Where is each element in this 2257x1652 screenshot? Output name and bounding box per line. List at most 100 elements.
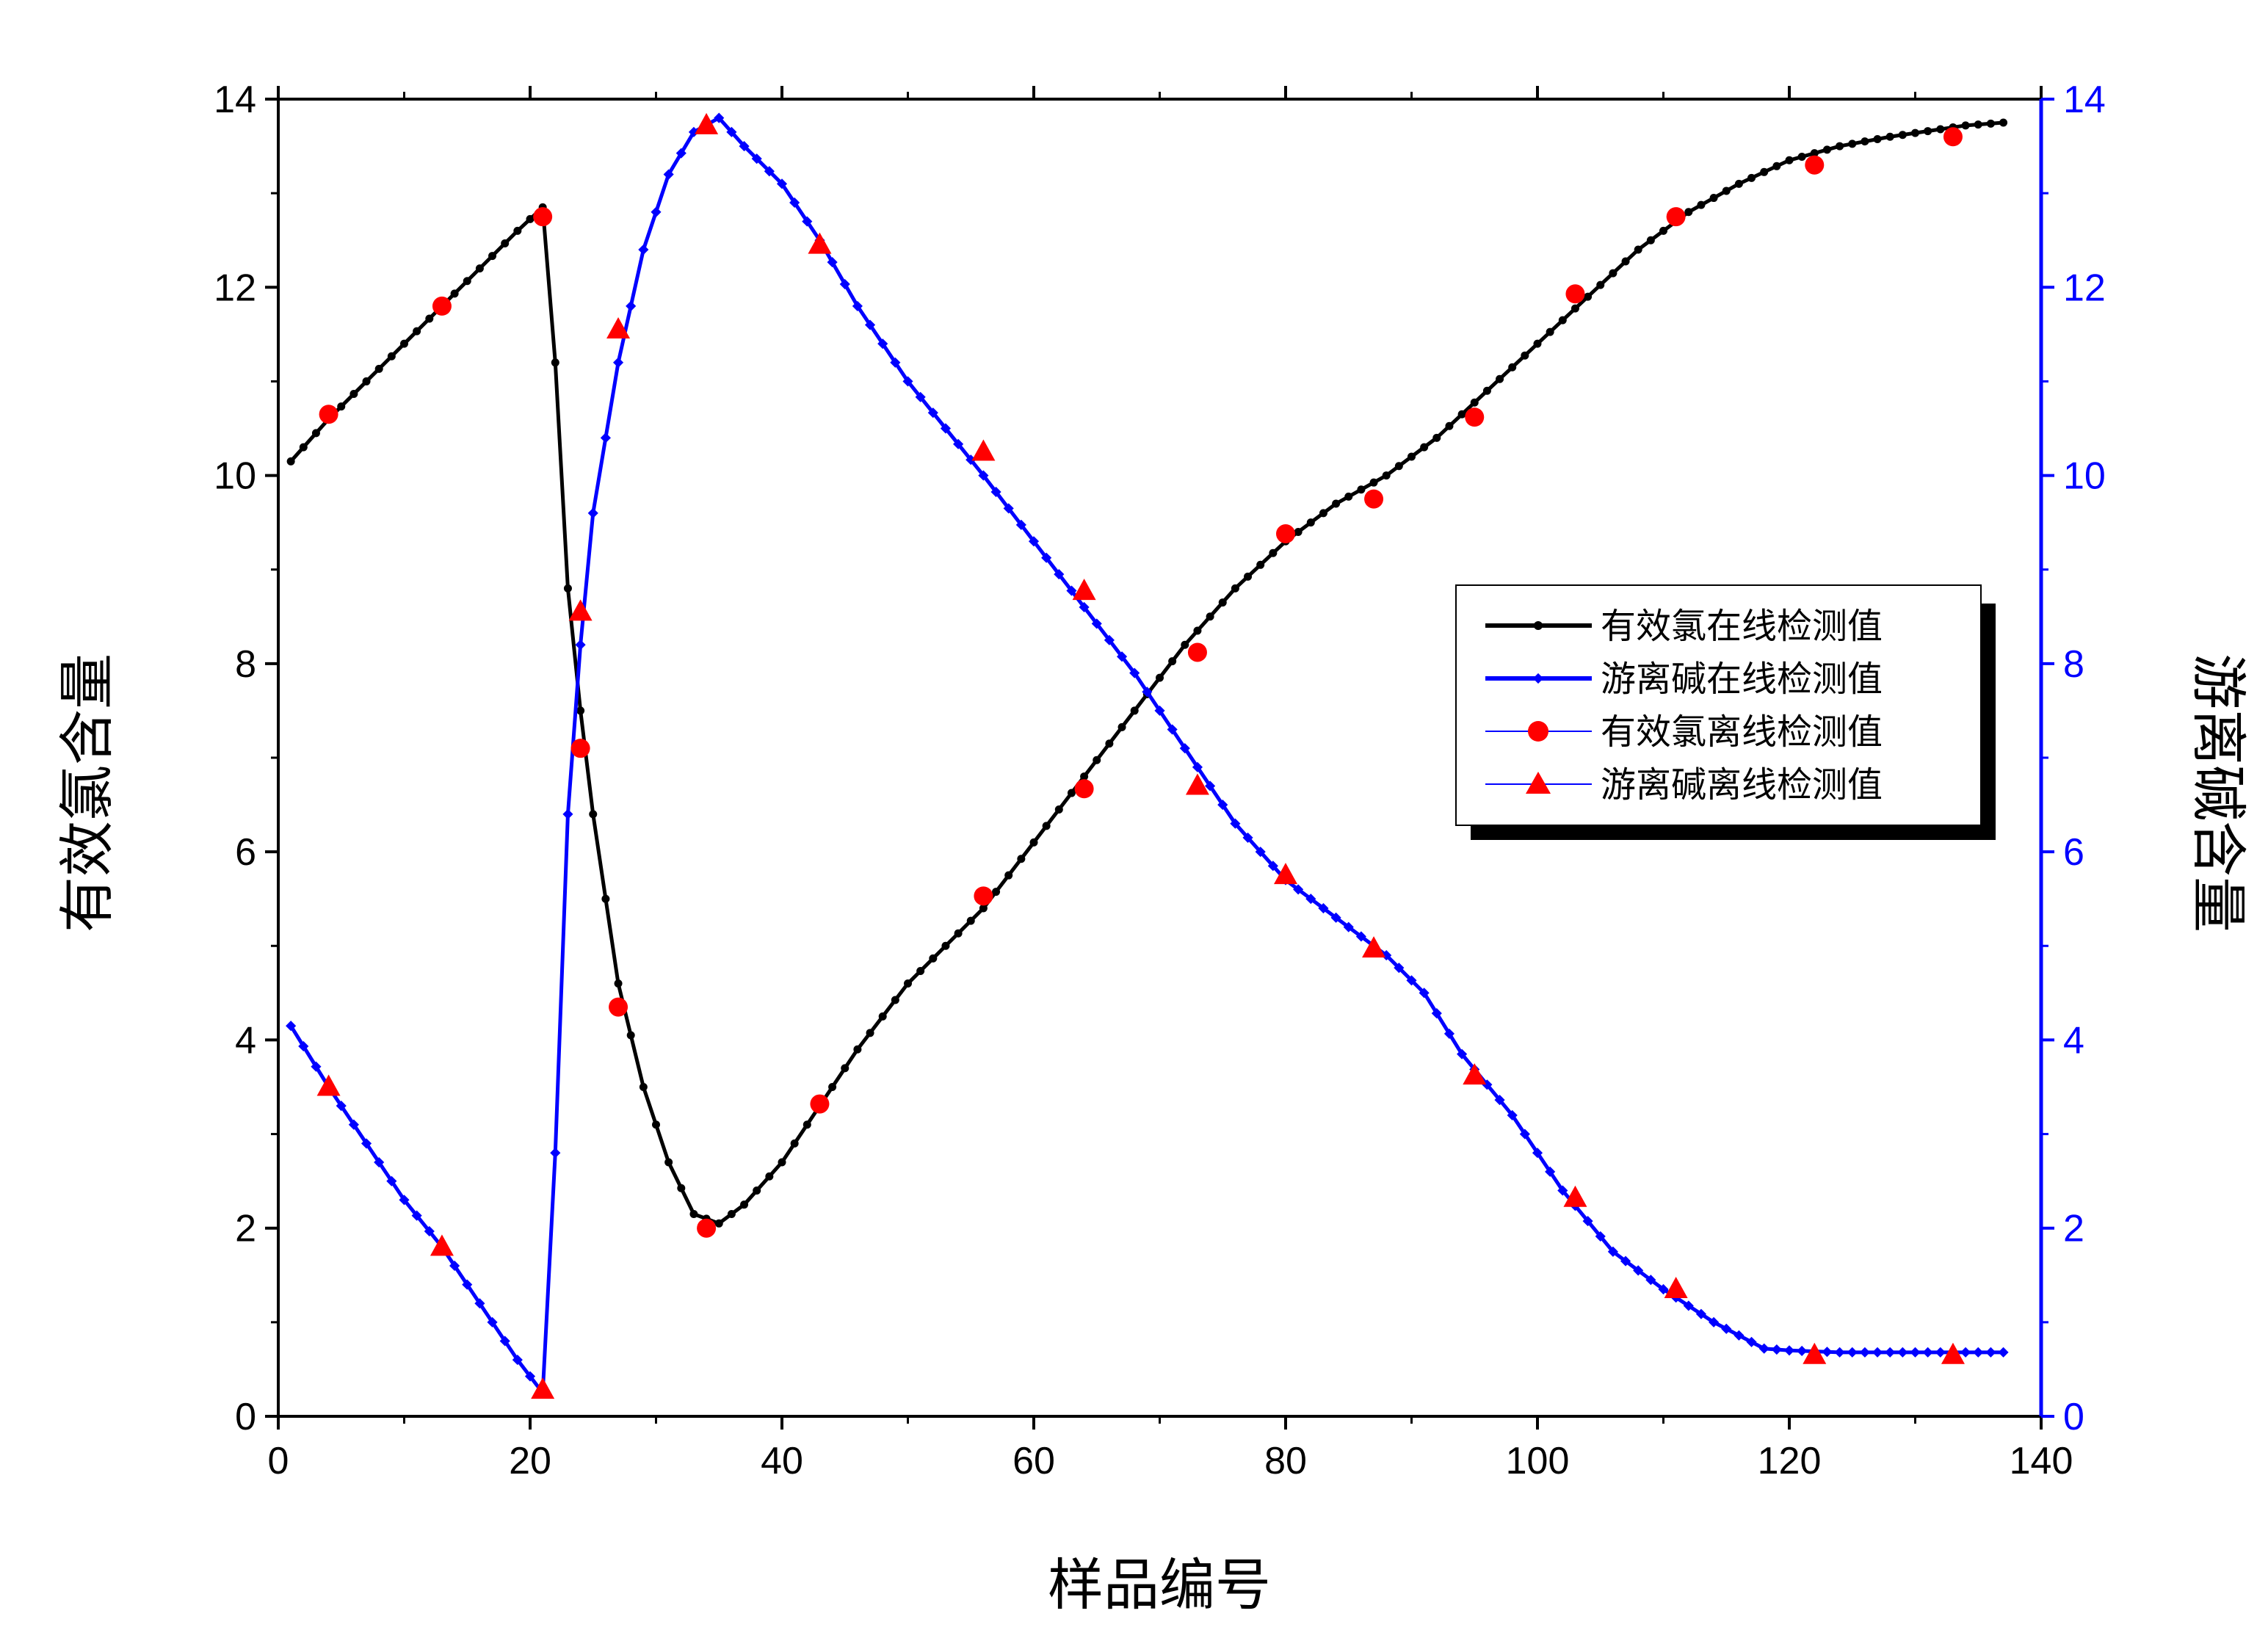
series-point	[362, 377, 371, 385]
series-point	[1659, 226, 1667, 235]
series-point	[979, 904, 988, 913]
series-point	[1255, 847, 1266, 858]
left-axis-title: 有效氯含量	[54, 653, 120, 932]
series-point	[348, 1119, 359, 1130]
series-point	[802, 216, 813, 227]
legend-item-alkali-offline: 游离碱离线检测值	[1485, 764, 1883, 805]
offline-point	[1664, 1277, 1688, 1299]
right-tick-label: 6	[2063, 831, 2084, 874]
series-point	[789, 197, 800, 209]
series-point	[966, 916, 975, 925]
series-point	[1546, 327, 1554, 336]
series-point	[1709, 194, 1718, 203]
series-point	[740, 1200, 749, 1209]
series-point	[286, 1021, 297, 1032]
series-point	[1017, 855, 1026, 863]
series-point	[1332, 499, 1341, 508]
offline-point	[1072, 579, 1096, 601]
series-point	[1004, 871, 1013, 880]
series-point	[1394, 462, 1403, 471]
offline-point	[1563, 1185, 1587, 1207]
series-point	[563, 584, 572, 593]
series-point	[1420, 443, 1429, 452]
series-point	[411, 1210, 422, 1221]
offline-point	[319, 405, 338, 424]
right-tick-label: 14	[2063, 79, 2106, 121]
left-tick-label: 14	[214, 79, 256, 121]
series-point	[1873, 134, 1882, 143]
series-point	[1747, 173, 1756, 182]
series-point	[463, 277, 471, 286]
series-point	[462, 1279, 473, 1290]
series-point	[449, 1260, 460, 1272]
series-point	[1357, 485, 1366, 494]
series-point	[550, 1148, 561, 1159]
series-point	[1015, 519, 1026, 530]
series-point	[1344, 492, 1353, 501]
series-point	[1206, 612, 1214, 621]
series-point	[524, 1371, 536, 1382]
series-point	[927, 407, 938, 419]
series-2	[319, 127, 1963, 1238]
x-tick-label: 40	[761, 1440, 803, 1482]
series-point	[626, 1031, 635, 1040]
offline-point	[1463, 1063, 1487, 1085]
series-point	[1785, 156, 1794, 164]
series-point	[1848, 140, 1857, 148]
series-point	[652, 1120, 660, 1129]
legend: 有效氯在线检测值 游离碱在线检测值 有效氯离线检测值 游离碱离线检测值	[1455, 584, 1996, 840]
offline-point	[570, 739, 590, 758]
series-point	[1231, 584, 1239, 593]
series-point	[753, 1186, 761, 1195]
series-point	[1129, 667, 1140, 678]
series-point	[1269, 548, 1278, 557]
series-point	[399, 1195, 410, 1206]
offline-point	[695, 112, 719, 134]
series-point	[1104, 634, 1115, 645]
offline-point	[697, 1218, 717, 1238]
offline-point	[568, 599, 593, 621]
series-point	[1445, 421, 1454, 430]
series-point	[1861, 137, 1869, 146]
offline-point	[1362, 936, 1386, 958]
series-point	[1117, 722, 1126, 731]
series-point	[1822, 145, 1831, 154]
series-point	[499, 1336, 510, 1347]
series-point	[1091, 618, 1102, 629]
series-point	[1496, 374, 1504, 383]
series-point	[1054, 805, 1063, 814]
series-point	[1244, 572, 1253, 581]
offline-point	[1364, 489, 1384, 509]
series-point	[576, 706, 585, 715]
offline-point	[1805, 155, 1825, 175]
series-point	[1330, 912, 1341, 923]
series-point	[929, 954, 938, 963]
series-point	[551, 358, 559, 367]
series-point	[1609, 269, 1617, 278]
x-axis-title: 样品编号	[1048, 1552, 1271, 1617]
series-point	[714, 1219, 723, 1228]
offline-point	[1941, 1342, 1965, 1364]
x-tick-label: 140	[2010, 1440, 2073, 1482]
series-point	[1457, 410, 1466, 419]
series-point	[688, 126, 700, 137]
series-point	[575, 640, 586, 651]
offline-point	[808, 232, 832, 254]
x-tick-label: 120	[1758, 1440, 1822, 1482]
series-point	[1230, 818, 1241, 829]
series-point	[778, 1158, 786, 1167]
series-point	[562, 808, 573, 819]
left-tick-label: 2	[235, 1208, 256, 1250]
series-point	[1042, 822, 1051, 830]
series-layer	[286, 112, 2009, 1399]
series-point	[839, 278, 850, 290]
series-point	[689, 1209, 698, 1218]
series-point	[475, 264, 484, 273]
series-point	[852, 300, 863, 311]
offline-point	[531, 1377, 555, 1399]
offline-point	[810, 1094, 830, 1114]
series-point	[1256, 560, 1265, 569]
offline-point	[971, 439, 996, 461]
series-point	[1054, 569, 1065, 580]
offline-point	[432, 296, 452, 316]
